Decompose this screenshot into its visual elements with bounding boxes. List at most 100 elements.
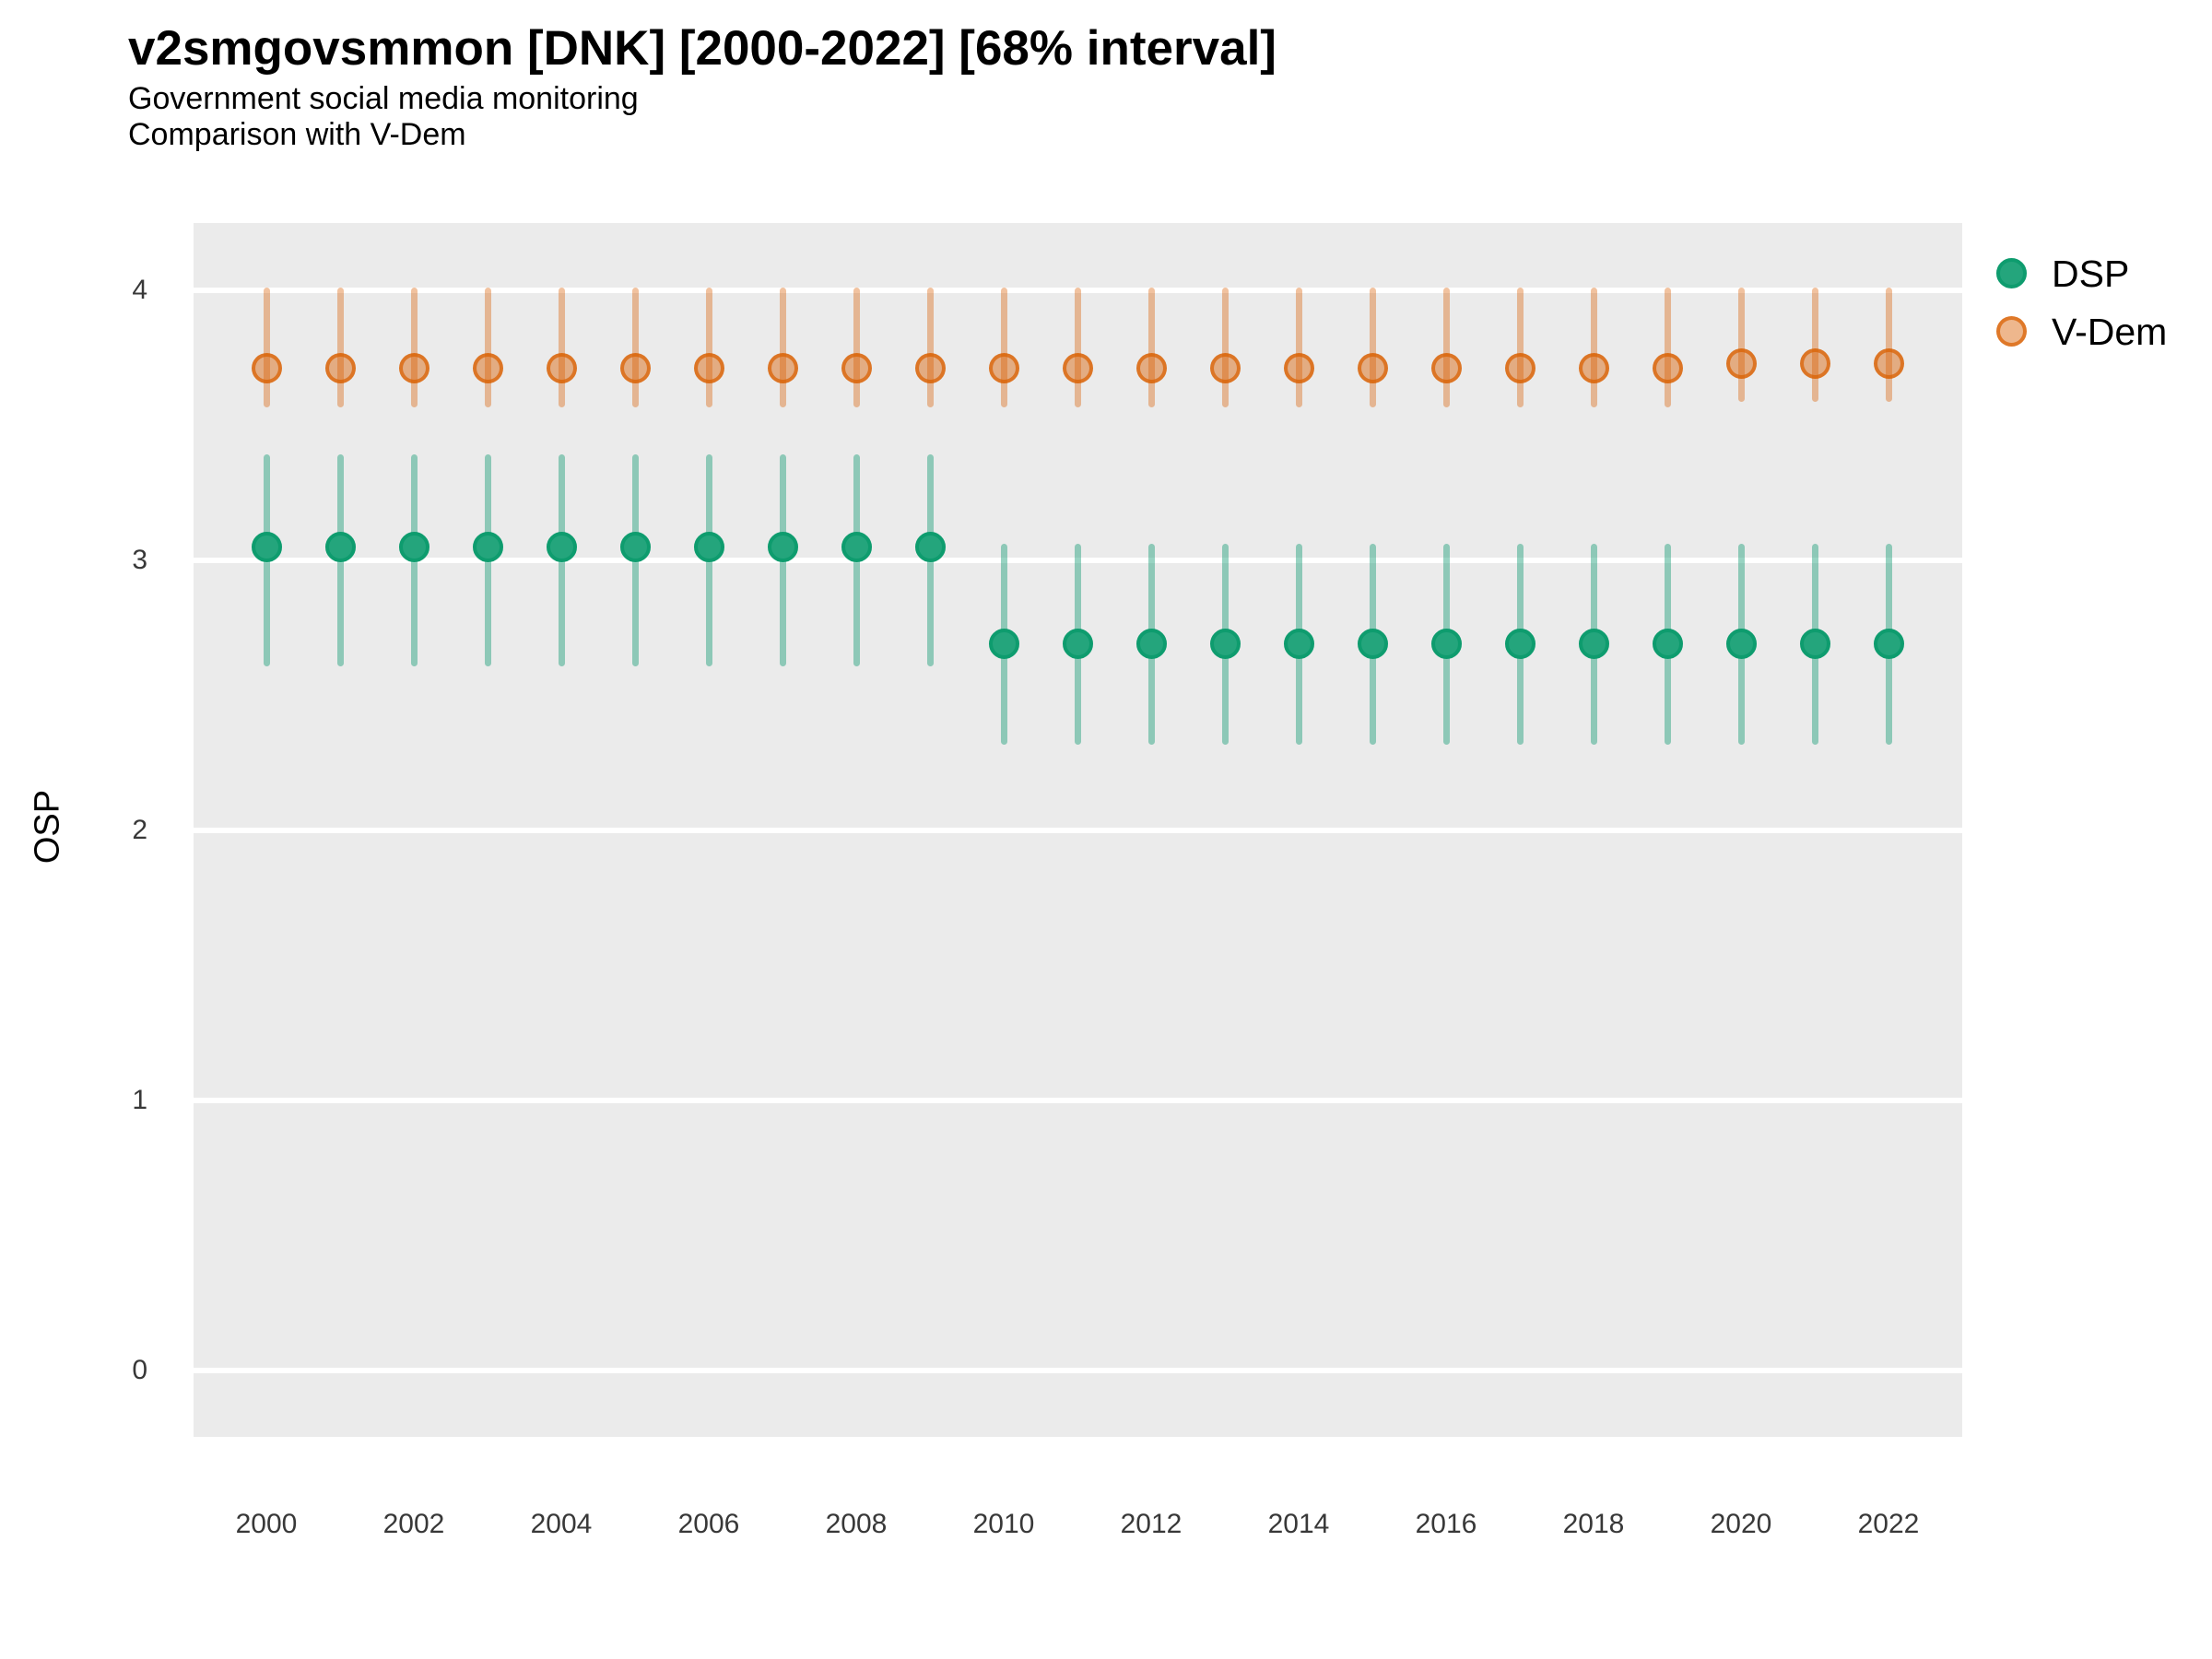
point-marker-dsp-2012 xyxy=(1135,629,1167,660)
x-tick-label: 2018 xyxy=(1562,1509,1625,1539)
point-marker-v-dem-2016 xyxy=(1430,353,1462,384)
point-marker-v-dem-2010 xyxy=(988,353,1019,384)
plot-panel xyxy=(194,223,1962,1437)
chart-title: v2smgovsmmon [DNK] [2000-2022] [68% inte… xyxy=(128,21,1277,76)
x-tick-label: 2000 xyxy=(235,1509,298,1539)
legend-label-dsp: DSP xyxy=(2052,253,2130,295)
point-marker-dsp-2001 xyxy=(324,531,356,562)
point-marker-v-dem-2013 xyxy=(1209,353,1241,384)
point-marker-dsp-2019 xyxy=(1652,629,1683,660)
x-tick-label: 2010 xyxy=(972,1509,1035,1539)
x-tick-label: 2004 xyxy=(530,1509,593,1539)
legend-label-vdem: V-Dem xyxy=(2052,311,2168,353)
interval-bar-v-dem-2017 xyxy=(1516,287,1524,407)
interval-bar-v-dem-2018 xyxy=(1590,287,1597,407)
x-tick-label: 2008 xyxy=(825,1509,888,1539)
point-marker-dsp-2008 xyxy=(841,531,872,562)
x-tick-label: 2012 xyxy=(1120,1509,1182,1539)
point-marker-dsp-2005 xyxy=(619,531,651,562)
point-marker-v-dem-2002 xyxy=(398,353,429,384)
point-marker-dsp-2011 xyxy=(1062,629,1093,660)
interval-bar-v-dem-2007 xyxy=(779,287,786,407)
interval-bar-v-dem-2011 xyxy=(1074,287,1081,407)
point-marker-dsp-2020 xyxy=(1725,629,1757,660)
x-tick-label: 2002 xyxy=(382,1509,445,1539)
point-marker-dsp-2002 xyxy=(398,531,429,562)
point-marker-v-dem-2003 xyxy=(472,353,503,384)
point-marker-v-dem-2015 xyxy=(1357,353,1388,384)
point-marker-dsp-2015 xyxy=(1357,629,1388,660)
interval-bar-v-dem-2014 xyxy=(1295,287,1302,407)
y-tick-label: 4 xyxy=(132,275,147,305)
interval-bar-v-dem-2006 xyxy=(705,287,712,407)
y-tick-label: 2 xyxy=(132,815,147,845)
point-marker-v-dem-2017 xyxy=(1504,353,1535,384)
point-marker-v-dem-2022 xyxy=(1873,347,1904,379)
point-marker-v-dem-2009 xyxy=(914,353,946,384)
interval-bar-v-dem-2010 xyxy=(1000,287,1007,407)
point-marker-dsp-2016 xyxy=(1430,629,1462,660)
interval-bar-v-dem-2012 xyxy=(1147,287,1155,407)
interval-bar-v-dem-2020 xyxy=(1737,287,1745,402)
y-tick-label: 0 xyxy=(132,1355,147,1385)
dsp-legend-dot-icon xyxy=(1996,258,2027,288)
point-marker-dsp-2009 xyxy=(914,531,946,562)
point-marker-v-dem-2000 xyxy=(251,353,282,384)
point-marker-v-dem-2019 xyxy=(1652,353,1683,384)
interval-bar-v-dem-2022 xyxy=(1885,287,1892,402)
point-marker-v-dem-2014 xyxy=(1283,353,1314,384)
y-tick-label: 1 xyxy=(132,1085,147,1115)
point-marker-dsp-2013 xyxy=(1209,629,1241,660)
gridline-y-0 xyxy=(194,1368,1962,1373)
point-marker-dsp-2014 xyxy=(1283,629,1314,660)
interval-bar-v-dem-2021 xyxy=(1811,287,1818,402)
point-marker-v-dem-2018 xyxy=(1578,353,1609,384)
interval-bar-v-dem-2002 xyxy=(410,287,418,407)
point-marker-dsp-2004 xyxy=(546,531,577,562)
y-tick-label: 3 xyxy=(132,545,147,575)
interval-bar-v-dem-2005 xyxy=(631,287,639,407)
point-marker-dsp-2007 xyxy=(767,531,798,562)
point-marker-v-dem-2021 xyxy=(1799,347,1830,379)
interval-bar-v-dem-2016 xyxy=(1442,287,1450,407)
point-marker-dsp-2021 xyxy=(1799,629,1830,660)
gridline-y-2 xyxy=(194,828,1962,833)
point-marker-dsp-2022 xyxy=(1873,629,1904,660)
point-marker-v-dem-2007 xyxy=(767,353,798,384)
point-marker-v-dem-2011 xyxy=(1062,353,1093,384)
point-marker-v-dem-2020 xyxy=(1725,347,1757,379)
interval-bar-v-dem-2019 xyxy=(1664,287,1671,407)
vdem-legend-dot-icon xyxy=(1996,316,2027,347)
point-marker-dsp-2003 xyxy=(472,531,503,562)
point-marker-v-dem-2008 xyxy=(841,353,872,384)
x-tick-label: 2006 xyxy=(677,1509,740,1539)
interval-bar-v-dem-2009 xyxy=(926,287,934,407)
gridline-y-1 xyxy=(194,1098,1962,1103)
gridline-y-4 xyxy=(194,288,1962,293)
x-tick-label: 2022 xyxy=(1857,1509,1920,1539)
point-marker-dsp-2006 xyxy=(693,531,724,562)
point-marker-dsp-2017 xyxy=(1504,629,1535,660)
x-tick-label: 2014 xyxy=(1267,1509,1330,1539)
interval-bar-v-dem-2008 xyxy=(853,287,860,407)
legend: DSP V-Dem xyxy=(1982,236,2212,383)
chart-subtitle: Government social media monitoring xyxy=(128,81,639,116)
point-marker-dsp-2000 xyxy=(251,531,282,562)
x-tick-label: 2020 xyxy=(1710,1509,1772,1539)
interval-bar-v-dem-2004 xyxy=(558,287,565,407)
gridline-y-3 xyxy=(194,558,1962,563)
chart-subtitle-comparison: Comparison with V-Dem xyxy=(128,117,466,152)
point-marker-v-dem-2012 xyxy=(1135,353,1167,384)
interval-bar-v-dem-2001 xyxy=(336,287,344,407)
interval-bar-v-dem-2003 xyxy=(484,287,491,407)
interval-bar-v-dem-2015 xyxy=(1369,287,1376,407)
point-marker-dsp-2010 xyxy=(988,629,1019,660)
point-marker-dsp-2018 xyxy=(1578,629,1609,660)
interval-bar-v-dem-2013 xyxy=(1221,287,1229,407)
point-marker-v-dem-2005 xyxy=(619,353,651,384)
point-marker-v-dem-2006 xyxy=(693,353,724,384)
interval-bar-v-dem-2000 xyxy=(263,287,270,407)
point-marker-v-dem-2004 xyxy=(546,353,577,384)
x-tick-label: 2016 xyxy=(1415,1509,1477,1539)
